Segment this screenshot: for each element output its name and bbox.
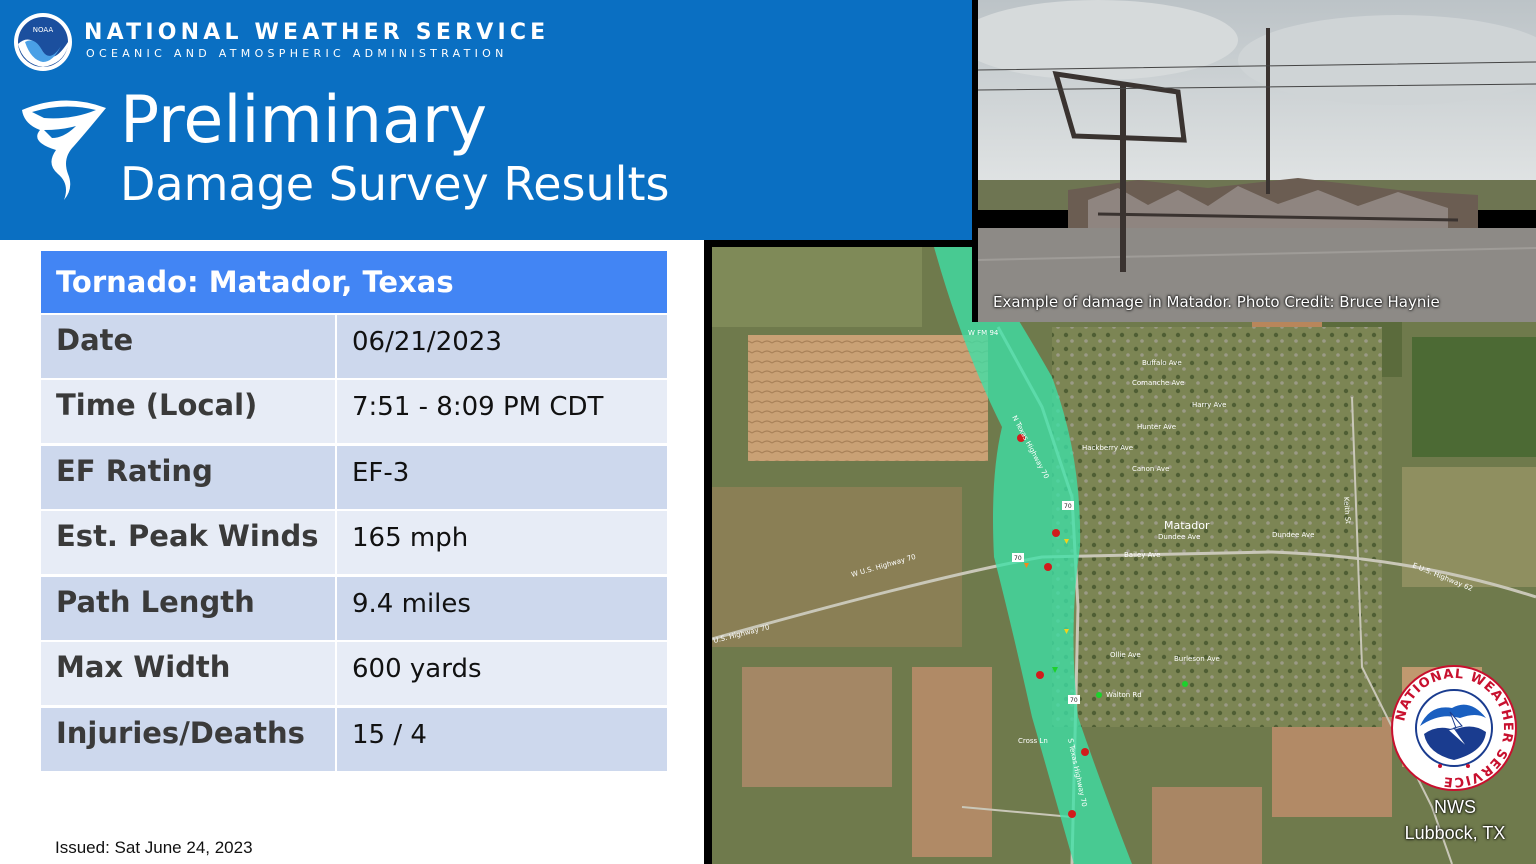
street-label: W FM 94 — [968, 329, 999, 337]
table-row-peak-winds: Est. Peak Winds 165 mph — [41, 511, 667, 574]
noaa-logo-text: NOAA — [33, 26, 54, 34]
route-shield-label: 70 — [1064, 503, 1072, 510]
row-value: 9.4 miles — [337, 577, 667, 640]
row-label: Date — [41, 315, 335, 378]
nws-office-line2: Lubbock, TX — [1404, 823, 1506, 843]
nws-office-line1: NWS — [1434, 797, 1476, 817]
row-label: Time (Local) — [41, 380, 335, 443]
table-row-date: Date 06/21/2023 — [41, 315, 667, 378]
row-value: 600 yards — [337, 642, 667, 705]
row-label: Est. Peak Winds — [41, 511, 335, 574]
street-label: Ollie Ave — [1110, 651, 1141, 659]
agency-subtitle: OCEANIC AND ATMOSPHERIC ADMINISTRATION — [86, 47, 508, 60]
row-value: 165 mph — [337, 511, 667, 574]
page-subtitle: Damage Survey Results — [120, 157, 670, 211]
street-label: Canon Ave — [1132, 465, 1169, 473]
issued-date: Issued: Sat June 24, 2023 — [55, 838, 253, 857]
table-heading: Tornado: Matador, Texas — [41, 251, 667, 313]
town-label: Matador — [1164, 519, 1210, 532]
satellite-map: Buffalo Ave Comanche Ave Harry Ave Hunte… — [712, 247, 1536, 864]
street-label: Harry Ave — [1192, 401, 1226, 409]
row-label: Max Width — [41, 642, 335, 705]
nws-logo-icon: NATIONAL WEATHER SERVICE — [1391, 665, 1517, 791]
table-row-path-length: Path Length 9.4 miles — [41, 577, 667, 640]
street-label: Bailey Ave — [1124, 551, 1160, 559]
table-row-injuries-deaths: Injuries/Deaths 15 / 4 — [41, 708, 667, 771]
row-value: 15 / 4 — [337, 708, 667, 771]
table-row-time: Time (Local) 7:51 - 8:09 PM CDT — [41, 380, 667, 443]
noaa-logo-icon: NOAA — [14, 13, 72, 71]
street-label: Burleson Ave — [1174, 655, 1220, 663]
row-label: Injuries/Deaths — [41, 708, 335, 771]
street-label: Dundee Ave — [1158, 533, 1200, 541]
row-value: 06/21/2023 — [337, 315, 667, 378]
row-label: EF Rating — [41, 446, 335, 509]
photo-caption: Example of damage in Matador. Photo Cred… — [993, 293, 1440, 311]
agency-name: NATIONAL WEATHER SERVICE — [84, 20, 550, 45]
page-title: Preliminary — [120, 83, 488, 158]
street-label: Walton Rd — [1106, 691, 1142, 699]
damage-photo — [978, 0, 1536, 322]
route-shield-label: 70 — [1070, 697, 1078, 704]
street-label: Comanche Ave — [1132, 379, 1184, 387]
row-value: EF-3 — [337, 446, 667, 509]
header-banner: NOAA NATIONAL WEATHER SERVICE OCEANIC AN… — [0, 0, 972, 240]
street-label: Keith St — [1342, 497, 1352, 525]
row-label: Path Length — [41, 577, 335, 640]
street-label: Hunter Ave — [1137, 423, 1176, 431]
map-image: Buffalo Ave Comanche Ave Harry Ave Hunte… — [712, 247, 1536, 864]
street-label: Dundee Ave — [1272, 531, 1314, 539]
route-shield-label: 70 — [1014, 555, 1022, 562]
row-value: 7:51 - 8:09 PM CDT — [337, 380, 667, 443]
street-label: Hackberry Ave — [1082, 444, 1133, 452]
damage-photo-image — [978, 0, 1536, 322]
table-row-ef-rating: EF Rating EF-3 — [41, 446, 667, 509]
street-label: Cross Ln — [1018, 737, 1048, 745]
nws-office-label: NWS Lubbock, TX — [1398, 794, 1512, 846]
street-label: Buffalo Ave — [1142, 359, 1182, 367]
tornado-icon — [22, 100, 106, 200]
table-row-max-width: Max Width 600 yards — [41, 642, 667, 705]
